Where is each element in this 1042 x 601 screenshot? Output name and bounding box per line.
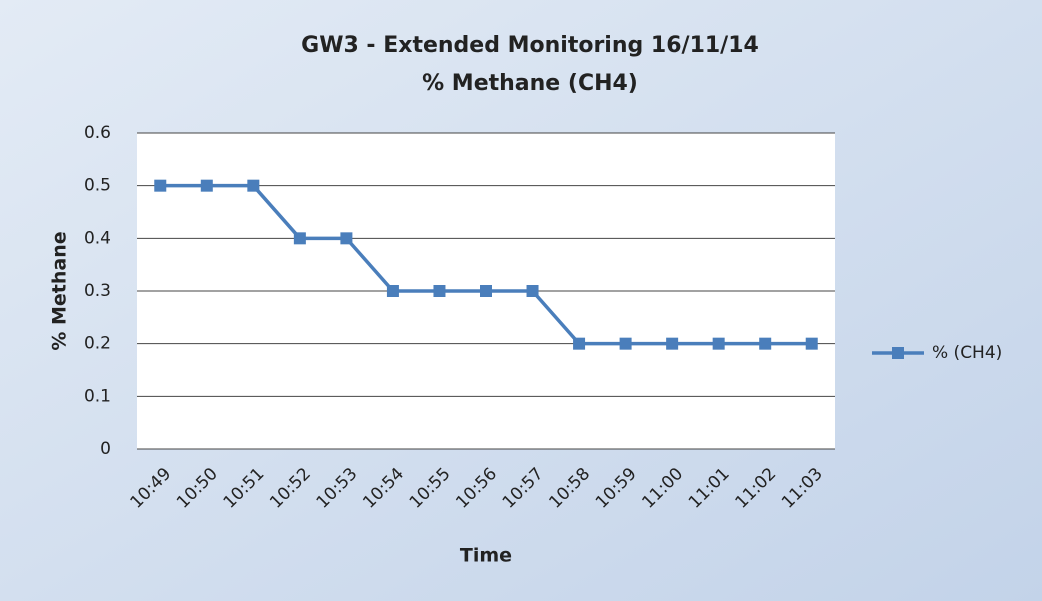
data-point [805,337,818,350]
chart-subtitle: % Methane (CH4) [422,71,638,96]
data-point [619,337,632,350]
data-point [480,285,492,297]
y-tick-label: 0.5 [84,176,111,196]
legend-label: % (CH4) [932,343,1002,363]
chart-title: GW3 - Extended Monitoring 16/11/14 [301,33,759,58]
y-tick-label: 0.6 [84,123,111,143]
legend-marker [892,347,904,359]
data-point [386,285,399,297]
data-point [759,337,772,350]
data-point [200,179,213,192]
y-axis-title: % Methane [49,231,71,350]
data-point [154,179,167,192]
y-tick-label: 0 [100,439,111,459]
y-tick-label: 0.1 [84,386,111,406]
data-point [526,285,539,297]
data-point [293,232,306,245]
data-point [573,337,586,350]
y-tick-label: 0.2 [84,334,111,354]
data-point [247,179,260,192]
data-point [666,337,679,350]
data-point [433,285,446,297]
x-axis-title: Time [460,545,512,567]
y-tick-label: 0.3 [84,281,111,301]
data-point [340,232,353,245]
y-tick-label: 0.4 [84,228,111,248]
data-point [712,337,725,350]
